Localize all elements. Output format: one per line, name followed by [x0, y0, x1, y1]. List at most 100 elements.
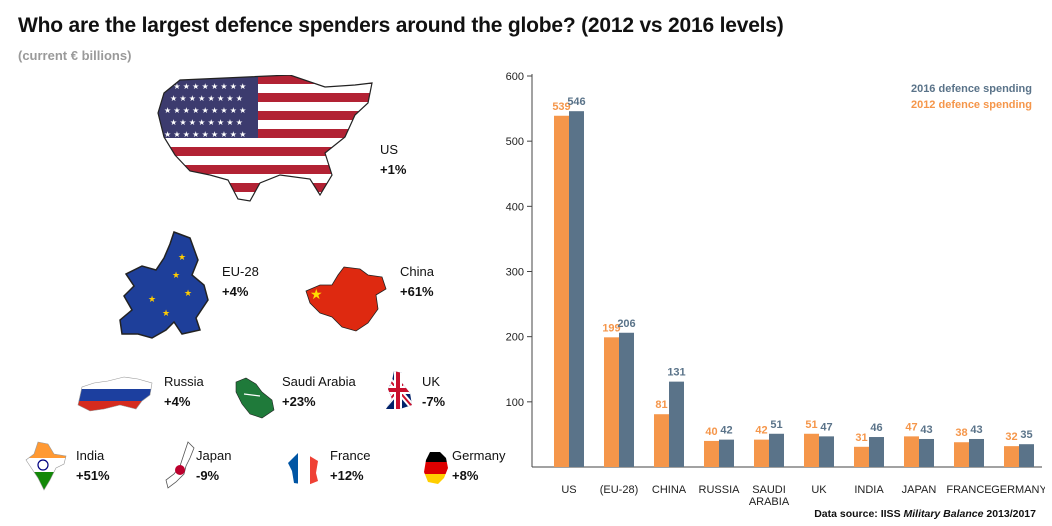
data-label-2012: 42 — [755, 425, 767, 437]
uk-flag-map-icon — [386, 371, 412, 409]
eu-flag-map-icon: ★ ★ ★ ★ ★ — [119, 231, 209, 339]
bar-2016 — [819, 436, 834, 467]
bar-2016 — [969, 438, 984, 467]
y-tick-label: 300 — [506, 267, 524, 279]
data-label-2016: 46 — [870, 422, 882, 434]
bar-2012 — [1004, 446, 1019, 467]
svg-text:★: ★ — [184, 288, 192, 298]
source-italic: Military Balance — [903, 508, 984, 520]
germany-flag-map-icon — [424, 452, 448, 484]
country-change: +12% — [330, 468, 364, 483]
country-label-russia: Russia +4% — [164, 372, 204, 412]
legend-entry: 2016 defence spending — [911, 83, 1032, 95]
bar-2012 — [904, 436, 919, 467]
category-label: SAUDI — [752, 484, 786, 496]
country-label-china: China +61% — [400, 262, 434, 302]
source-prefix: Data source: IISS — [814, 508, 904, 520]
india-flag-map-icon — [25, 441, 67, 491]
bar-2016 — [569, 111, 584, 467]
country-label-france: France +12% — [330, 446, 370, 486]
svg-text:★ ★ ★ ★ ★ ★ ★ ★ ★: ★ ★ ★ ★ ★ ★ ★ ★ ★ — [164, 82, 246, 91]
country-label-saudi-arabia: Saudi Arabia +23% — [282, 372, 356, 412]
data-label-2016: 206 — [617, 318, 635, 330]
data-label-2012: 32 — [1005, 431, 1017, 443]
country-change: +1% — [380, 162, 407, 177]
country-label-eu28: EU-28 +4% — [222, 262, 259, 302]
country-name: Japan — [196, 448, 232, 463]
data-source: Data source: IISS Military Balance 2013/… — [814, 508, 1036, 520]
china-flag-map-icon: ★ — [305, 266, 387, 332]
bar-2012 — [754, 439, 769, 467]
country-change: +61% — [400, 284, 434, 299]
bar-2016 — [919, 438, 934, 467]
country-name: US — [380, 142, 399, 157]
bar-2012 — [654, 414, 669, 467]
bar-2016 — [769, 433, 784, 467]
russia-flag-map-icon — [77, 376, 153, 412]
country-name: UK — [422, 374, 441, 389]
country-name: Russia — [164, 374, 204, 389]
bar-2012 — [804, 433, 819, 467]
legend-entry: 2012 defence spending — [911, 99, 1032, 111]
svg-text:★: ★ — [178, 252, 186, 262]
svg-text:★ ★ ★ ★ ★ ★ ★ ★: ★ ★ ★ ★ ★ ★ ★ ★ — [170, 94, 243, 103]
data-label-2012: 40 — [705, 426, 717, 438]
us-flag-map-icon: ★ ★ ★ ★ ★ ★ ★ ★ ★ ★ ★ ★ ★ ★ ★ ★ ★ ★ ★ ★ … — [157, 75, 373, 202]
y-tick-label: 100 — [506, 397, 524, 409]
country-label-germany: Germany +8% — [452, 446, 505, 486]
category-label: FRANCE — [946, 484, 991, 496]
country-change: -9% — [196, 468, 220, 483]
category-label: INDIA — [854, 484, 884, 496]
svg-text:★: ★ — [162, 308, 170, 318]
country-label-india: India +51% — [76, 446, 110, 486]
bar-2012 — [704, 440, 719, 467]
data-label-2016: 47 — [820, 421, 832, 433]
chart-title: Who are the largest defence spenders aro… — [18, 14, 784, 37]
country-label-uk: UK -7% — [422, 372, 445, 412]
chart-subtitle: (current € billions) — [18, 48, 132, 63]
country-change: -7% — [422, 394, 446, 409]
data-label-2012: 47 — [905, 421, 917, 433]
category-label: JAPAN — [902, 484, 937, 496]
category-label: UK — [811, 484, 827, 496]
bar-2016 — [869, 437, 884, 467]
y-tick-label: 600 — [506, 71, 524, 83]
category-label: RUSSIA — [699, 484, 741, 496]
country-label-japan: Japan -9% — [196, 446, 231, 486]
france-flag-map-icon — [288, 453, 318, 485]
country-name: Saudi Arabia — [282, 374, 356, 389]
japan-flag-map-icon — [165, 441, 195, 489]
data-label-2016: 42 — [720, 425, 732, 437]
country-change: +23% — [282, 394, 316, 409]
country-label-us: US +1% — [380, 140, 406, 180]
data-label-2012: 38 — [955, 427, 967, 439]
bar-2012 — [854, 446, 869, 467]
y-tick-label: 200 — [506, 332, 524, 344]
data-label-2012: 31 — [855, 432, 867, 444]
country-name: France — [330, 448, 371, 463]
source-suffix: 2013/2017 — [983, 508, 1036, 520]
country-name: EU-28 — [222, 264, 259, 279]
svg-text:★: ★ — [172, 270, 180, 280]
category-label: (EU-28) — [600, 484, 639, 496]
category-label: GERMANY — [991, 484, 1045, 496]
category-label: CHINA — [652, 484, 687, 496]
bar-2016 — [619, 332, 634, 467]
data-label-2016: 131 — [667, 367, 685, 379]
y-tick-label: 400 — [506, 201, 524, 213]
svg-text:★ ★ ★ ★ ★ ★ ★ ★ ★: ★ ★ ★ ★ ★ ★ ★ ★ ★ — [164, 130, 246, 139]
svg-text:★ ★ ★ ★ ★ ★ ★ ★: ★ ★ ★ ★ ★ ★ ★ ★ — [170, 118, 243, 127]
data-label-2012: 81 — [655, 399, 667, 411]
svg-text:★: ★ — [148, 294, 156, 304]
bar-2012 — [554, 115, 569, 468]
country-change: +8% — [452, 468, 479, 483]
category-label: ARABIA — [749, 496, 790, 507]
saudi-arabia-flag-map-icon — [235, 377, 275, 419]
data-label-2012: 51 — [805, 419, 817, 431]
data-label-2016: 35 — [1020, 429, 1032, 441]
country-name: Germany — [452, 448, 506, 463]
data-label-2016: 43 — [970, 424, 982, 436]
bar-2016 — [719, 439, 734, 467]
country-change: +4% — [164, 394, 191, 409]
